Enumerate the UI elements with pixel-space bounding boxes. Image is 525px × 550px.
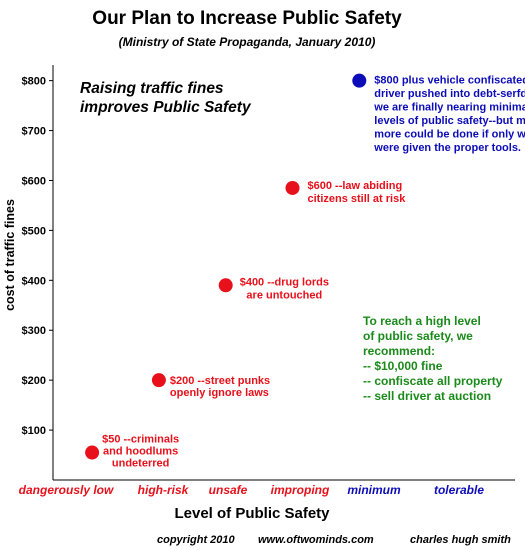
y-ticks: $100 $200 $300 $400 $500 $600 $700 $800 xyxy=(22,76,53,437)
x-category-label: unsafe xyxy=(209,483,248,497)
data-point-label-line: $600 --law abiding xyxy=(308,180,403,192)
data-point-label-line: $200 --street punks xyxy=(170,375,270,387)
data-point xyxy=(151,373,166,388)
recommendation-line-4: -- $10,000 fine xyxy=(363,359,443,373)
data-point-label: $800 plus vehicle confiscated anddriver … xyxy=(373,75,525,155)
data-point-label: $200 --street punks openly ignore laws xyxy=(170,375,270,399)
y-axis-label: cost of traffic fines xyxy=(3,199,17,311)
y-tick-label: $700 xyxy=(22,126,46,138)
data-point-label-line: are untouched xyxy=(246,289,322,301)
data-point xyxy=(85,445,100,460)
data-point-label-line: and hoodlums xyxy=(103,446,178,458)
y-tick-label: $600 xyxy=(22,175,46,187)
data-point-label-line: driver pushed into debt-serfdom: xyxy=(374,88,525,100)
x-categories: dangerously low high-risk unsafe improping m… xyxy=(19,483,485,497)
data-point-label-line: we are finally nearing minimal xyxy=(373,102,525,114)
y-tick-label: $500 xyxy=(22,225,46,237)
recommendation-line-6: -- sell driver at auction xyxy=(363,389,491,403)
y-tick-label: $800 xyxy=(22,76,46,88)
recommendation-line-1: To reach a high level xyxy=(363,314,481,328)
data-point xyxy=(218,278,233,293)
x-category-label: tolerable xyxy=(434,483,484,497)
footer-website: www.oftwominds.com xyxy=(258,534,374,546)
data-point-label-line: $400 --drug lords xyxy=(240,276,329,288)
data-points: $50 --criminals and hoodlums undeterred $20… xyxy=(85,73,525,470)
y-tick-label: $400 xyxy=(22,275,46,287)
x-category-label: minimum xyxy=(347,483,401,497)
y-tick-label: $200 xyxy=(22,375,46,387)
recommendation-line-5: -- confiscate all property xyxy=(363,374,503,388)
headline-line-2: improves Public Safety xyxy=(80,99,252,116)
data-point-label: $50 --criminals and hoodlums undeterred xyxy=(102,434,179,470)
chart-title: Our Plan to Increase Public Safety xyxy=(92,8,402,29)
data-point-label-line: were given the proper tools. xyxy=(373,142,521,154)
footer-author: charles hugh smith xyxy=(410,534,511,546)
data-point-label-line: citizens still at risk xyxy=(308,193,407,205)
y-tick-label: $100 xyxy=(22,425,46,437)
data-point-label: $400 --drug lords are untouched xyxy=(240,276,329,301)
data-point-label: $600 --law abiding citizens still at risk xyxy=(308,180,407,205)
footer-copyright: copyright 2010 xyxy=(157,534,236,546)
recommendation-line-2: of public safety, we xyxy=(363,329,473,343)
data-point-label-line: $50 --criminals xyxy=(102,434,179,446)
data-point-label-line: openly ignore laws xyxy=(170,387,269,399)
headline-annotation: Raising traffic fines improves Public Sa… xyxy=(80,80,252,116)
data-point-label-line: levels of public safety--but much xyxy=(374,115,525,127)
data-point xyxy=(352,73,367,88)
x-axis-label: Level of Public Safety xyxy=(174,505,330,522)
recommendation-line-3: recommend: xyxy=(363,344,435,358)
x-category-label: high-risk xyxy=(138,483,190,497)
headline-line-1: Raising traffic fines xyxy=(80,80,224,97)
y-tick-label: $300 xyxy=(22,325,46,337)
data-point-label-line: undeterred xyxy=(112,458,169,470)
x-category-label: improping xyxy=(271,483,330,497)
data-point xyxy=(285,180,300,195)
x-category-label: dangerously low xyxy=(19,483,114,497)
data-point-label-line: more could be done if only we xyxy=(374,129,525,141)
chart-subtitle: (Ministry of State Propaganda, January 2… xyxy=(119,35,376,49)
data-point-label-line: $800 plus vehicle confiscated and xyxy=(374,75,525,87)
recommendation-annotation: To reach a high level of public safety, … xyxy=(363,314,506,403)
